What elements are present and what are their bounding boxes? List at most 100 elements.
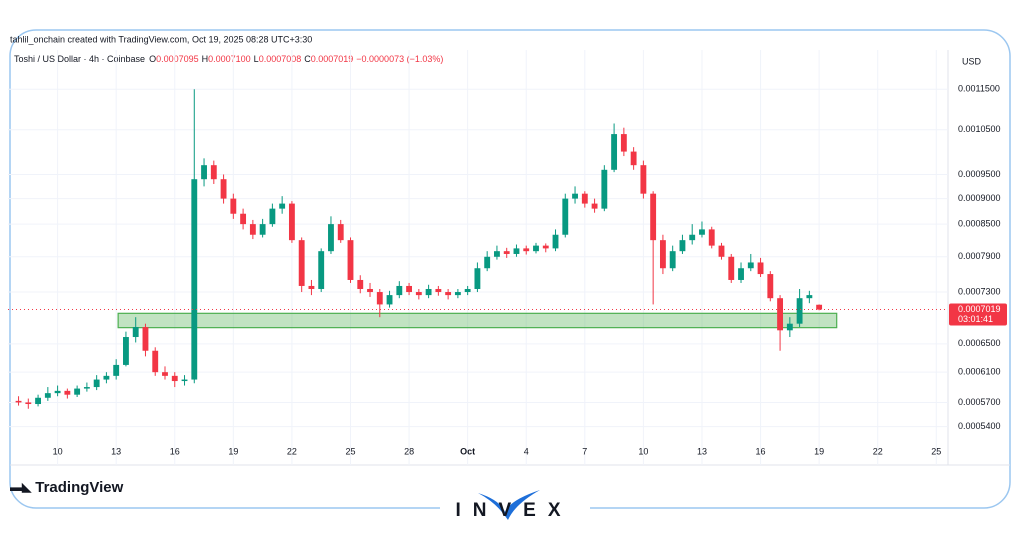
x-tick-label: 19 bbox=[228, 446, 238, 456]
candle-body bbox=[747, 262, 754, 269]
x-tick-label: 22 bbox=[873, 446, 883, 456]
x-tick-label: 25 bbox=[345, 446, 355, 456]
candle-body bbox=[64, 390, 71, 395]
l-value: 0.0007008 bbox=[259, 54, 302, 64]
currency: USD bbox=[962, 56, 982, 66]
candle-body bbox=[523, 248, 530, 252]
candle-body bbox=[103, 375, 110, 380]
credit: tahlil_onchain created with TradingView.… bbox=[10, 34, 312, 44]
candle-body bbox=[718, 245, 725, 257]
candle-body bbox=[328, 224, 334, 252]
frame-gap bbox=[440, 500, 590, 520]
x-tick-label: 16 bbox=[170, 446, 180, 456]
x-tick-label: 10 bbox=[53, 446, 63, 456]
candle-body bbox=[445, 292, 452, 296]
candle-body bbox=[533, 245, 539, 252]
candle-body bbox=[513, 248, 520, 254]
candle-body bbox=[347, 240, 354, 280]
x-tick-label: 16 bbox=[756, 446, 766, 456]
frame bbox=[9, 29, 1011, 509]
candle-body bbox=[25, 402, 32, 405]
candle-body bbox=[601, 169, 608, 209]
change: −0.0000073 (−1.03%) bbox=[356, 54, 443, 64]
o-value: 0.0007095 bbox=[156, 54, 199, 64]
candle-body bbox=[162, 372, 168, 376]
y-tick-label: 0.0009500 bbox=[958, 169, 1001, 179]
candle-body bbox=[406, 285, 413, 293]
countdown: 03:01:41 bbox=[958, 314, 993, 324]
last-price-label: 0.0007019 bbox=[958, 304, 1001, 314]
candle-body bbox=[367, 288, 373, 293]
x-tick-label: 28 bbox=[404, 446, 414, 456]
candle-body bbox=[650, 193, 657, 241]
candle-body bbox=[620, 134, 627, 152]
candle-body bbox=[83, 387, 90, 389]
candle-body bbox=[679, 240, 686, 252]
candle-body bbox=[15, 400, 22, 403]
tradingview-logo: ▬◣ TradingView bbox=[10, 479, 124, 496]
candle-body bbox=[699, 229, 705, 235]
candle-body bbox=[708, 229, 715, 246]
x-tick-label: 10 bbox=[638, 446, 648, 456]
candle-body bbox=[757, 262, 764, 275]
h-label: H bbox=[202, 54, 209, 64]
candle-body bbox=[386, 295, 393, 305]
candle-body bbox=[230, 198, 237, 214]
candle-body bbox=[249, 224, 256, 235]
candle-body bbox=[191, 179, 198, 380]
y-tick-label: 0.0007300 bbox=[958, 286, 1001, 296]
candle-body bbox=[123, 337, 129, 365]
candle-body bbox=[259, 224, 266, 235]
x-tick-label: 13 bbox=[697, 446, 707, 456]
x-tick-label: 4 bbox=[524, 446, 529, 456]
candle-body bbox=[484, 256, 491, 269]
x-tick-label: 22 bbox=[287, 446, 297, 456]
y-tick-label: 0.0009000 bbox=[958, 193, 1001, 203]
x-tick-label: 13 bbox=[111, 446, 121, 456]
support-zone bbox=[117, 312, 838, 329]
y-tick-label: 0.0005400 bbox=[958, 421, 1001, 431]
plot: 0.0011500 0.0010500 0.0009500 0.0009000 0.00… bbox=[8, 50, 1007, 465]
candle-body bbox=[318, 251, 325, 289]
candle-body bbox=[415, 292, 422, 296]
candle-body bbox=[786, 323, 793, 331]
invex-mark bbox=[478, 490, 540, 520]
candle-body bbox=[171, 375, 178, 382]
x-tick-label: Oct bbox=[460, 446, 475, 456]
y-tick-label: 0.0006100 bbox=[958, 367, 1001, 377]
candle-body bbox=[581, 193, 588, 204]
last-price-box bbox=[949, 303, 1007, 326]
candle-body bbox=[777, 298, 784, 331]
candle-body bbox=[494, 251, 500, 257]
y-tick-label: 0.0008500 bbox=[958, 218, 1001, 228]
candle-body bbox=[54, 390, 61, 394]
candle-body bbox=[181, 379, 188, 382]
candle-body bbox=[572, 193, 578, 199]
candle-body bbox=[767, 274, 774, 299]
candle-body bbox=[816, 304, 823, 310]
tv-text: TradingView bbox=[35, 479, 123, 496]
x-tick-label: 19 bbox=[814, 446, 824, 456]
symbol: Toshi / US Dollar · 4h · Coinbase O0.0007… bbox=[14, 54, 443, 64]
candle-body bbox=[210, 165, 217, 180]
invex-logo: INVEX bbox=[455, 500, 572, 521]
candle-body bbox=[201, 165, 207, 180]
candle-body bbox=[35, 397, 41, 405]
candle-body bbox=[376, 292, 383, 305]
candle-body bbox=[552, 234, 559, 249]
candle-body bbox=[640, 165, 647, 194]
candle-body bbox=[630, 151, 637, 166]
candle-body bbox=[298, 240, 305, 286]
candle-body bbox=[728, 256, 735, 280]
candle-body bbox=[435, 288, 442, 293]
candle-body bbox=[132, 326, 139, 338]
candle-body bbox=[738, 268, 744, 280]
candle-body bbox=[220, 179, 227, 199]
candle-body bbox=[357, 279, 364, 289]
candle-body bbox=[689, 234, 696, 241]
candle-body bbox=[542, 245, 549, 249]
o-label: O bbox=[149, 54, 156, 64]
candle-body bbox=[591, 203, 598, 209]
c-label: C bbox=[304, 54, 311, 64]
